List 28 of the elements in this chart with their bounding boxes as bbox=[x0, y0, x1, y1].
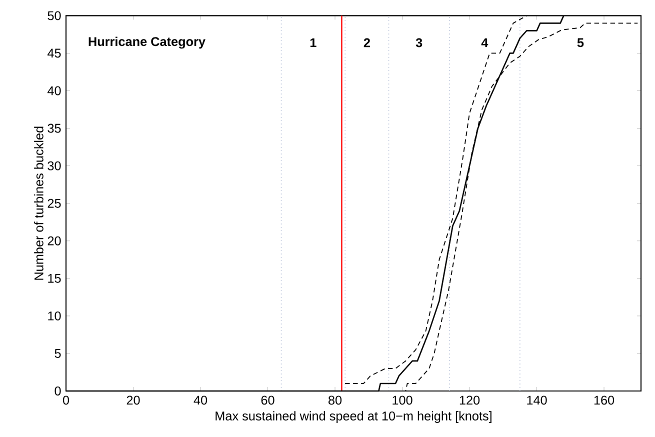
y-tick-label: 45 bbox=[48, 48, 61, 58]
x-tick-label: 20 bbox=[126, 396, 140, 405]
x-axis-title: Max sustained wind speed at 10−m height [knots] bbox=[216, 411, 492, 423]
y-tick-label: 5 bbox=[54, 349, 61, 358]
annotation: 5 bbox=[577, 38, 584, 48]
x-tick-label: 100 bbox=[392, 396, 412, 405]
x-tick-label: 120 bbox=[460, 396, 480, 405]
y-axis-title: Number of turbines buckled bbox=[34, 126, 44, 280]
annotation: 4 bbox=[481, 38, 488, 48]
x-tick-label: 140 bbox=[527, 396, 547, 405]
annotation: 3 bbox=[416, 38, 422, 48]
annotation: 2 bbox=[364, 38, 370, 48]
annotation: Hurricane Category bbox=[88, 36, 206, 49]
y-tick-label: 15 bbox=[48, 274, 61, 283]
y-tick-label: 30 bbox=[48, 161, 61, 170]
y-tick-label: 50 bbox=[48, 11, 61, 20]
y-tick-label: 10 bbox=[48, 311, 61, 320]
x-tick-label: 0 bbox=[62, 396, 70, 405]
y-tick-label: 0 bbox=[54, 386, 61, 396]
x-tick-label: 60 bbox=[261, 396, 274, 405]
annotation: 1 bbox=[310, 38, 316, 48]
x-tick-label: 80 bbox=[328, 396, 342, 405]
x-tick-label: 160 bbox=[594, 396, 614, 405]
y-tick-label: 20 bbox=[48, 236, 61, 246]
y-tick-label: 25 bbox=[48, 198, 61, 208]
y-tick-label: 35 bbox=[48, 124, 61, 133]
x-tick-label: 40 bbox=[194, 396, 208, 405]
y-tick-label: 40 bbox=[48, 86, 61, 96]
